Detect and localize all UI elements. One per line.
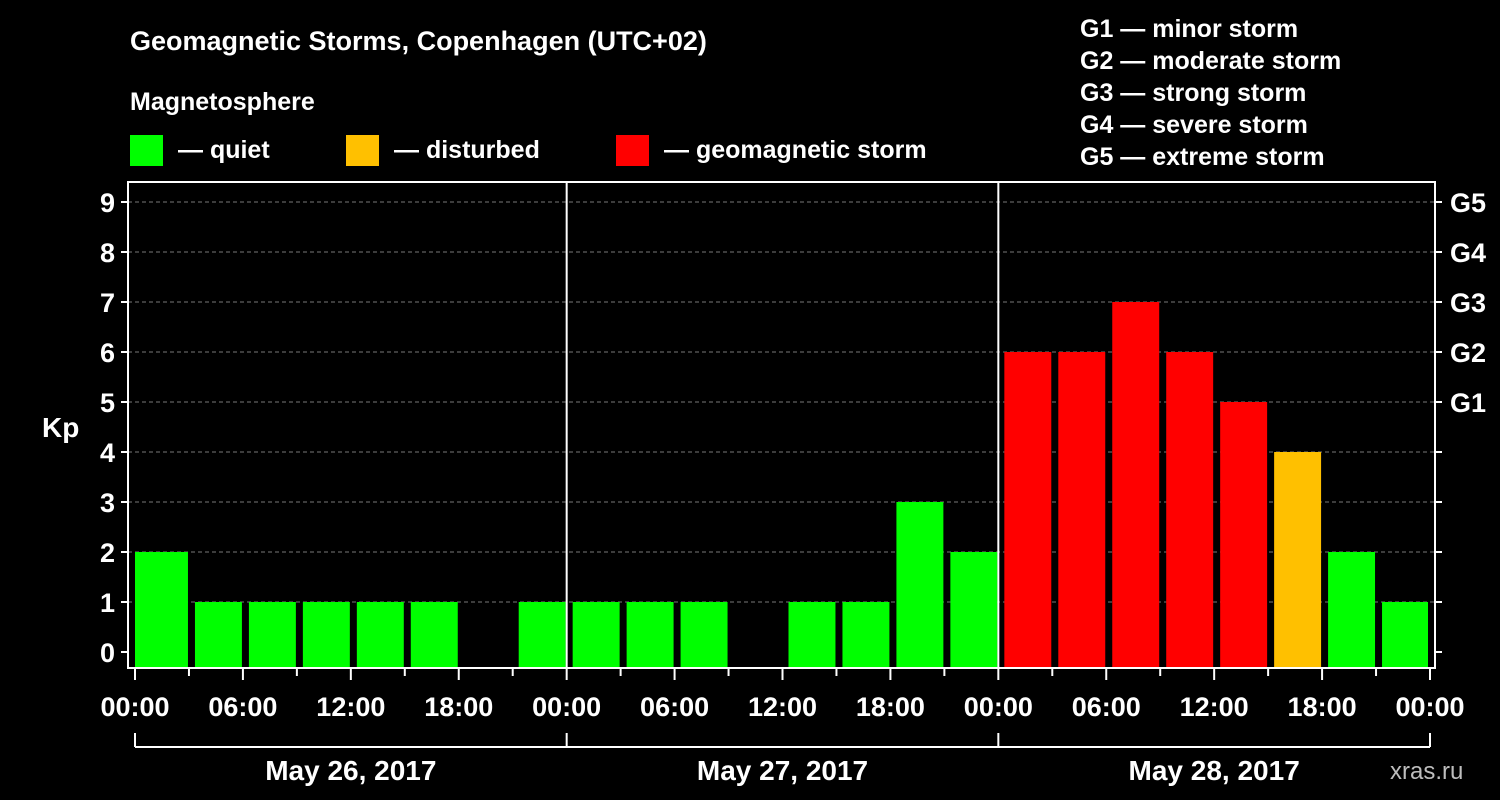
kp-bar xyxy=(518,602,566,668)
kp-bar xyxy=(950,552,998,668)
legend-label-quiet: — quiet xyxy=(178,136,270,164)
kp-bar xyxy=(1274,452,1322,668)
kp-bar xyxy=(1166,352,1214,668)
g-level-label: G1 xyxy=(1450,388,1486,418)
day-label: May 27, 2017 xyxy=(697,755,868,786)
x-tick-label: 18:00 xyxy=(1288,692,1357,722)
x-tick-label: 06:00 xyxy=(208,692,277,722)
x-tick-label: 06:00 xyxy=(640,692,709,722)
legend-label-storm: — geomagnetic storm xyxy=(664,136,927,164)
kp-bar xyxy=(1004,352,1052,668)
legend-swatch-disturbed xyxy=(346,135,379,166)
x-tick-label: 00:00 xyxy=(1395,692,1464,722)
x-tick-label: 00:00 xyxy=(100,692,169,722)
g-level-label: G4 xyxy=(1450,238,1486,268)
kp-bar xyxy=(248,602,296,668)
kp-bar xyxy=(1328,552,1376,668)
y-tick-label: 4 xyxy=(100,438,115,468)
y-axis-label: Kp xyxy=(42,412,79,443)
g-level-label: G2 xyxy=(1450,338,1486,368)
x-tick-label: 12:00 xyxy=(1180,692,1249,722)
legend-label-disturbed: — disturbed xyxy=(394,136,540,164)
g-level-label: G5 xyxy=(1450,188,1486,218)
kp-bar xyxy=(572,602,620,668)
y-tick-label: 6 xyxy=(100,338,115,368)
x-tick-label: 12:00 xyxy=(316,692,385,722)
kp-bar xyxy=(135,552,188,668)
x-tick-label: 00:00 xyxy=(964,692,1033,722)
legend-title: Magnetosphere xyxy=(130,88,315,116)
watermark: xras.ru xyxy=(1390,758,1463,785)
kp-bar xyxy=(626,602,674,668)
legend-swatch-quiet xyxy=(130,135,163,166)
kp-bar xyxy=(1058,352,1106,668)
y-tick-label: 7 xyxy=(100,288,115,318)
y-tick-label: 8 xyxy=(100,238,115,268)
x-tick-label: 12:00 xyxy=(748,692,817,722)
kp-bar xyxy=(788,602,836,668)
y-tick-label: 2 xyxy=(100,538,115,568)
kp-bar xyxy=(194,602,242,668)
y-tick-label: 3 xyxy=(100,488,115,518)
y-tick-label: 5 xyxy=(100,388,115,418)
kp-bar xyxy=(302,602,350,668)
kp-bar xyxy=(1220,402,1268,668)
day-label: May 28, 2017 xyxy=(1129,755,1300,786)
x-tick-label: 18:00 xyxy=(424,692,493,722)
kp-bar xyxy=(680,602,728,668)
grid xyxy=(128,201,1435,603)
kp-bar xyxy=(410,602,458,668)
legend-swatch-storm xyxy=(616,135,649,166)
kp-bar xyxy=(356,602,404,668)
bars xyxy=(135,302,1428,668)
x-tick-label: 18:00 xyxy=(856,692,925,722)
day-label: May 26, 2017 xyxy=(265,755,436,786)
g-level-label: G3 xyxy=(1450,288,1486,318)
storm-scale-g5: G5 — extreme storm xyxy=(1080,143,1325,171)
storm-scale-g2: G2 — moderate storm xyxy=(1080,47,1341,75)
y-tick-label: 0 xyxy=(100,638,115,668)
storm-scale-g3: G3 — strong storm xyxy=(1080,79,1306,107)
storm-scale-g1: G1 — minor storm xyxy=(1080,15,1298,43)
kp-bar xyxy=(1112,302,1160,668)
x-tick-label: 06:00 xyxy=(1072,692,1141,722)
x-tick-label: 00:00 xyxy=(532,692,601,722)
axes: 0 1 2 3 4 5 6 7 8 9 G1 G2 G3 G4 G5 00:00 06:00 12:00 18:00… xyxy=(100,181,1486,786)
y-tick-label: 9 xyxy=(100,188,115,218)
kp-bar xyxy=(1382,602,1428,668)
kp-bar xyxy=(896,502,944,668)
chart-title: Geomagnetic Storms, Copenhagen (UTC+02) xyxy=(130,26,707,56)
kp-bar xyxy=(842,602,890,668)
storm-scale-g4: G4 — severe storm xyxy=(1080,111,1308,139)
y-tick-label: 1 xyxy=(100,588,115,618)
